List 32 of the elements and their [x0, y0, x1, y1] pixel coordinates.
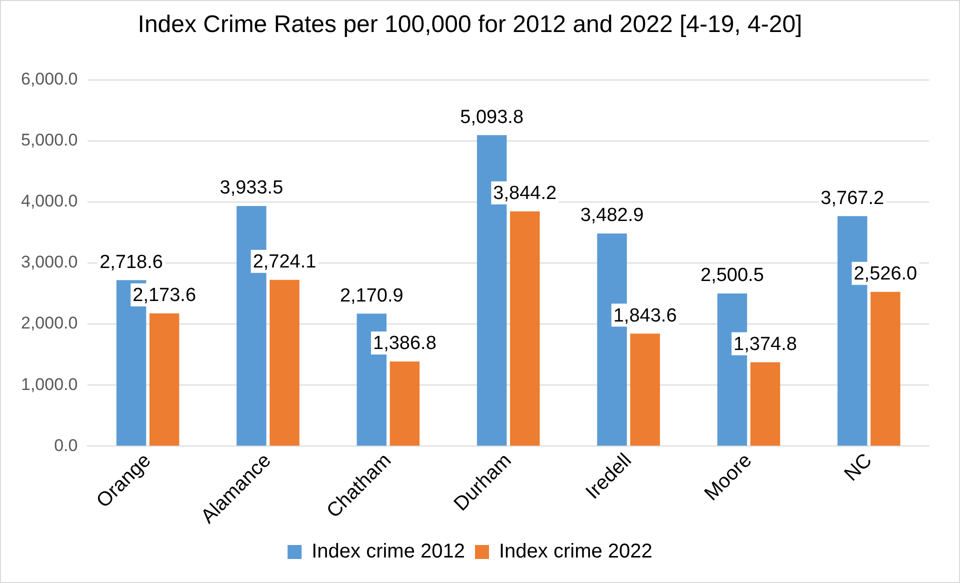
y-tick-label: 2,000.0: [20, 314, 78, 333]
bar: [149, 313, 180, 446]
data-label: 2,170.9: [340, 285, 404, 306]
y-tick-label: 3,000.0: [20, 252, 78, 272]
legend-label: Index crime 2012: [312, 540, 466, 563]
y-tick-label: 0.0: [54, 436, 78, 455]
data-label: 3,767.2: [820, 188, 884, 209]
data-label: 1,843.6: [613, 305, 677, 326]
y-tick-label: 5,000.0: [20, 130, 78, 150]
data-label: 1,374.8: [734, 334, 797, 355]
data-label: 3,933.5: [220, 178, 284, 199]
y-tick-label: 4,000.0: [20, 192, 78, 211]
chart-title: Index Crime Rates per 100,000 for 2012 and 2022 [4-19, 4-20]: [138, 11, 802, 38]
data-label: 2,173.6: [132, 285, 196, 306]
data-label: 2,500.5: [700, 265, 764, 286]
data-label: 3,844.2: [493, 183, 557, 204]
bar: [510, 211, 540, 446]
bar: [750, 362, 780, 446]
data-label: 2,526.0: [854, 264, 918, 285]
y-tick-label: 6,000.0: [20, 69, 78, 88]
bar: [630, 334, 660, 446]
bar: [870, 292, 900, 446]
bar: [390, 361, 420, 446]
y-tick-label: 1,000.0: [20, 374, 78, 394]
data-label: 3,482.9: [580, 205, 644, 226]
x-tick-label: NC: [840, 450, 876, 486]
legend-label: Index crime 2022: [499, 540, 652, 563]
data-label: 2,718.6: [100, 252, 163, 273]
data-label: 2,724.1: [252, 252, 316, 273]
data-label: 1,386.8: [373, 333, 436, 354]
data-label: 5,093.8: [460, 106, 524, 128]
bar: [270, 280, 300, 446]
